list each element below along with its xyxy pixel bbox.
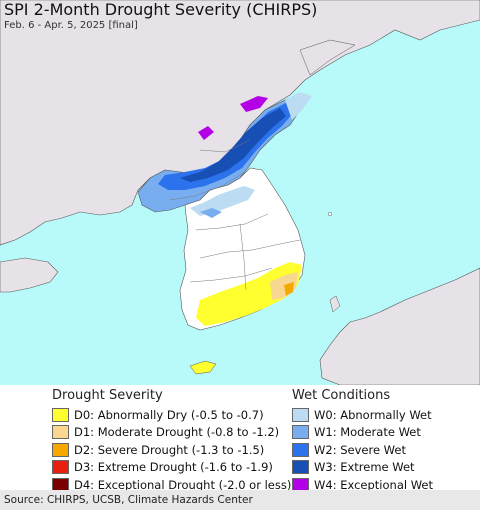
legend-item-w2: W2: Severe Wet (292, 441, 433, 459)
drought-d1 (270, 272, 298, 300)
legend-label: D3: Extreme Drought (-1.6 to -1.9) (74, 460, 273, 475)
legend-wet-title: Wet Conditions (292, 388, 391, 403)
legend-label: W1: Moderate Wet (314, 425, 421, 440)
wet-w0-south (190, 186, 255, 216)
legend-swatch (292, 442, 309, 457)
map-canvas (0, 0, 480, 385)
legend-swatch (52, 425, 69, 440)
tsushima (329, 295, 341, 313)
legend-item-w4: W4: Exceptional Wet (292, 476, 433, 494)
legend-label: W0: Abnormally Wet (314, 407, 432, 422)
wet-core-w3 (180, 108, 286, 182)
wet-w4-central (198, 126, 214, 140)
legend-swatch (292, 425, 309, 440)
shandong-peninsula (0, 257, 59, 293)
source-text: Source: CHIRPS, UCSB, Climate Hazards Ce… (4, 494, 253, 506)
legend-label: W4: Exceptional Wet (314, 477, 433, 492)
drought-d2 (284, 282, 294, 296)
legend-item-w0: W0: Abnormally Wet (292, 406, 433, 424)
legend-swatch (52, 460, 69, 475)
wet-w4-north (240, 96, 268, 112)
map-title: SPI 2-Month Drought Severity (CHIRPS) (4, 0, 318, 19)
map-subtitle: Feb. 6 - Apr. 5, 2025 [final] (4, 20, 138, 31)
legend-label: D4: Exceptional Drought (-2.0 or less) (74, 477, 292, 492)
legend-label: W2: Severe Wet (314, 442, 406, 457)
primorye (299, 39, 356, 76)
source-footer: Source: CHIRPS, UCSB, Climate Hazards Ce… (0, 490, 480, 510)
legend-item-w1: W1: Moderate Wet (292, 424, 433, 442)
japan (319, 267, 480, 385)
legend-item-d3: D3: Extreme Drought (-1.6 to -1.9) (52, 459, 291, 477)
legend-swatch (292, 460, 309, 475)
wet-w0-fringe (285, 92, 312, 120)
drought-d0 (196, 262, 302, 326)
wet-w1-south (200, 208, 222, 218)
legend-item-d1: D1: Moderate Drought (-0.8 to -1.2) (52, 424, 291, 442)
legend-item-d2: D2: Severe Drought (-1.3 to -1.5) (52, 441, 291, 459)
legend-wet: Wet Conditions W0: Abnormally Wet W1: Mo… (292, 388, 433, 494)
legend-item-w3: W3: Extreme Wet (292, 459, 433, 477)
legend-drought: Drought Severity D0: Abnormally Dry (-0.… (52, 388, 291, 494)
legend-drought-title: Drought Severity (52, 388, 163, 403)
legend-label: D2: Severe Drought (-1.3 to -1.5) (74, 442, 265, 457)
legend-label: D0: Abnormally Dry (-0.5 to -0.7) (74, 407, 264, 422)
legend-item-d4: D4: Exceptional Drought (-2.0 or less) (52, 476, 291, 494)
legend-label: W3: Extreme Wet (314, 460, 415, 475)
legend-swatch (52, 407, 69, 422)
province-borders (169, 139, 301, 291)
ulleung-island (327, 211, 333, 217)
legend-label: D1: Moderate Drought (-0.8 to -1.2) (74, 425, 280, 440)
legend-swatch (292, 407, 309, 422)
legend-item-d0: D0: Abnormally Dry (-0.5 to -0.7) (52, 406, 291, 424)
legend-swatch (52, 442, 69, 457)
jeju-island (189, 360, 217, 375)
